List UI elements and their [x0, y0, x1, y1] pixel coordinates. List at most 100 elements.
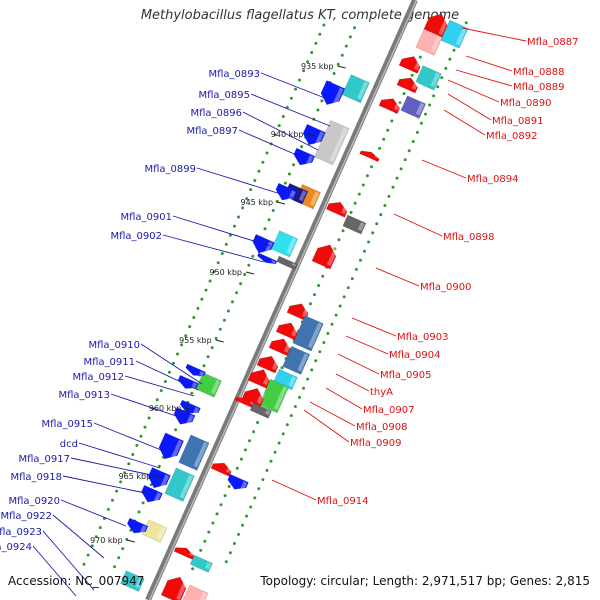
track-dot: [277, 124, 281, 128]
track-dot: [354, 267, 358, 271]
track-dot: [283, 181, 287, 185]
tick-945-kbp: 945 kbp: [240, 198, 286, 207]
track-dot: [248, 439, 251, 443]
svg-text:Mfla_0924: Mfla_0924: [0, 542, 32, 553]
reverse-gene-label[interactable]: Mfla_0890: [447, 79, 552, 109]
track-dot: [337, 238, 341, 242]
track-dot: [251, 254, 255, 258]
forward-gene-label[interactable]: Mfla_0918: [10, 472, 151, 495]
svg-text:Mfla_0902: Mfla_0902: [110, 231, 162, 242]
track-dot: [346, 286, 350, 290]
svg-text:Mfla_0900: Mfla_0900: [420, 282, 472, 293]
track-dot: [265, 151, 269, 155]
svg-text:Mfla_0898: Mfla_0898: [443, 232, 495, 243]
track-dot: [253, 496, 257, 500]
reverse-dot-track-inner: [191, 19, 438, 571]
track-dot: [289, 96, 293, 100]
forward-gene-label[interactable]: Mfla_0910: [88, 340, 203, 385]
forward-gene-label[interactable]: Mfla_0902: [110, 231, 265, 263]
forward-gene-label[interactable]: Mfla_0922: [0, 511, 105, 559]
track-dot: [188, 325, 192, 329]
track-dot: [219, 503, 223, 507]
reverse-gene: [378, 98, 401, 115]
reverse-gene-label[interactable]: Mfla_0903: [351, 317, 449, 343]
forward-gene-label[interactable]: Mfla_0913: [58, 390, 189, 421]
reverse-gene-label[interactable]: Mfla_0887: [461, 27, 579, 48]
forward-gene-label[interactable]: Mfla_0923: [0, 527, 95, 591]
track-dot: [106, 507, 110, 511]
track-dot: [415, 130, 419, 134]
track-dot: [302, 69, 306, 73]
tick-label: 935 kbp: [301, 62, 334, 71]
reverse-gene-label[interactable]: Mfla_0909: [303, 409, 402, 449]
reverse-gene-label[interactable]: Mfla_0892: [443, 109, 538, 142]
track-dot: [143, 425, 147, 429]
track-dot: [342, 295, 346, 299]
reverse-gene-label[interactable]: Mfla_0889: [455, 69, 565, 93]
forward-gene-label[interactable]: Mfla_0901: [120, 212, 271, 247]
forward-gene-label[interactable]: Mfla_0917: [18, 454, 157, 477]
forward-gene-label[interactable]: Mfla_0915: [41, 419, 167, 453]
forward-gene-label[interactable]: Mfla_0920: [8, 496, 127, 527]
reverse-gene: [342, 214, 367, 235]
reverse-gene-label[interactable]: Mfla_0888: [465, 55, 565, 78]
reverse-gene-label[interactable]: Mfla_0891: [447, 93, 544, 127]
track-dot: [363, 249, 366, 253]
reverse-gene-label[interactable]: Mfla_0898: [393, 213, 495, 243]
forward-gene-label[interactable]: Mfla_0911: [83, 357, 199, 391]
track-dot: [155, 398, 159, 402]
track-dot: [318, 350, 322, 354]
reverse-gene: [256, 355, 280, 374]
reverse-gene: [325, 201, 349, 218]
forward-gene-label[interactable]: Mfla_0912: [72, 372, 195, 397]
reverse-gene-label[interactable]: Mfla_0905: [337, 353, 432, 381]
track-dot: [440, 76, 444, 80]
track-dot: [464, 21, 468, 25]
gene-labels[interactable]: Mfla_0893 Mfla_0895 Mfla_0896 Mfla_0897 Mfla…: [0, 27, 579, 597]
reverse-gene-label[interactable]: Mfla_0907: [325, 387, 415, 416]
forward-gene-label[interactable]: Mfla_0924: [0, 542, 77, 597]
track-dot: [370, 165, 373, 169]
reverse-gene-label[interactable]: Mfla_0904: [345, 335, 441, 361]
forward-gene: [141, 519, 168, 543]
reverse-gene-label[interactable]: Mfla_0908: [309, 401, 408, 433]
track-dot: [317, 284, 321, 287]
forward-gene-label[interactable]: dcd: [60, 439, 161, 469]
track-dot: [200, 297, 204, 301]
reverse-dot-track-outer: [224, 21, 468, 564]
track-dot: [184, 334, 188, 338]
forward-gene-label[interactable]: Mfla_0893: [208, 69, 331, 101]
forward-gene: [120, 570, 145, 592]
svg-text:Mfla_0890: Mfla_0890: [500, 98, 552, 109]
track-dot: [190, 391, 194, 395]
track-dot: [314, 41, 318, 45]
track-dot: [224, 242, 228, 246]
forward-gene-label[interactable]: Mfla_0899: [144, 164, 301, 201]
reverse-gene: [160, 576, 188, 600]
track-dot: [163, 380, 167, 383]
track-dot: [428, 103, 432, 107]
svg-text:Mfla_0897: Mfla_0897: [186, 126, 238, 137]
track-dot: [261, 160, 265, 164]
track-dot: [222, 318, 226, 322]
forward-gene-label[interactable]: Mfla_0896: [190, 108, 319, 151]
track-dot: [243, 273, 247, 276]
track-dot: [159, 389, 163, 393]
track-dot: [338, 304, 342, 308]
track-dot: [277, 441, 281, 445]
reverse-gene-label[interactable]: thyA: [335, 373, 393, 398]
track-dot: [90, 544, 94, 548]
track-dot: [241, 206, 245, 210]
reverse-gene-label[interactable]: Mfla_0914: [271, 479, 369, 507]
track-dot: [172, 361, 175, 365]
forward-gene-label[interactable]: Mfla_0895: [198, 90, 331, 127]
track-dot: [206, 355, 210, 359]
forward-gene-label[interactable]: Mfla_0897: [186, 126, 309, 161]
track-dot: [419, 121, 423, 125]
reverse-gene-label[interactable]: Mfla_0894: [421, 159, 519, 185]
svg-text:Mfla_0894: Mfla_0894: [467, 174, 519, 185]
track-dot: [383, 204, 387, 207]
track-dot: [314, 359, 318, 363]
reverse-gene-label[interactable]: Mfla_0900: [375, 267, 472, 293]
reverse-gene: [268, 338, 292, 357]
